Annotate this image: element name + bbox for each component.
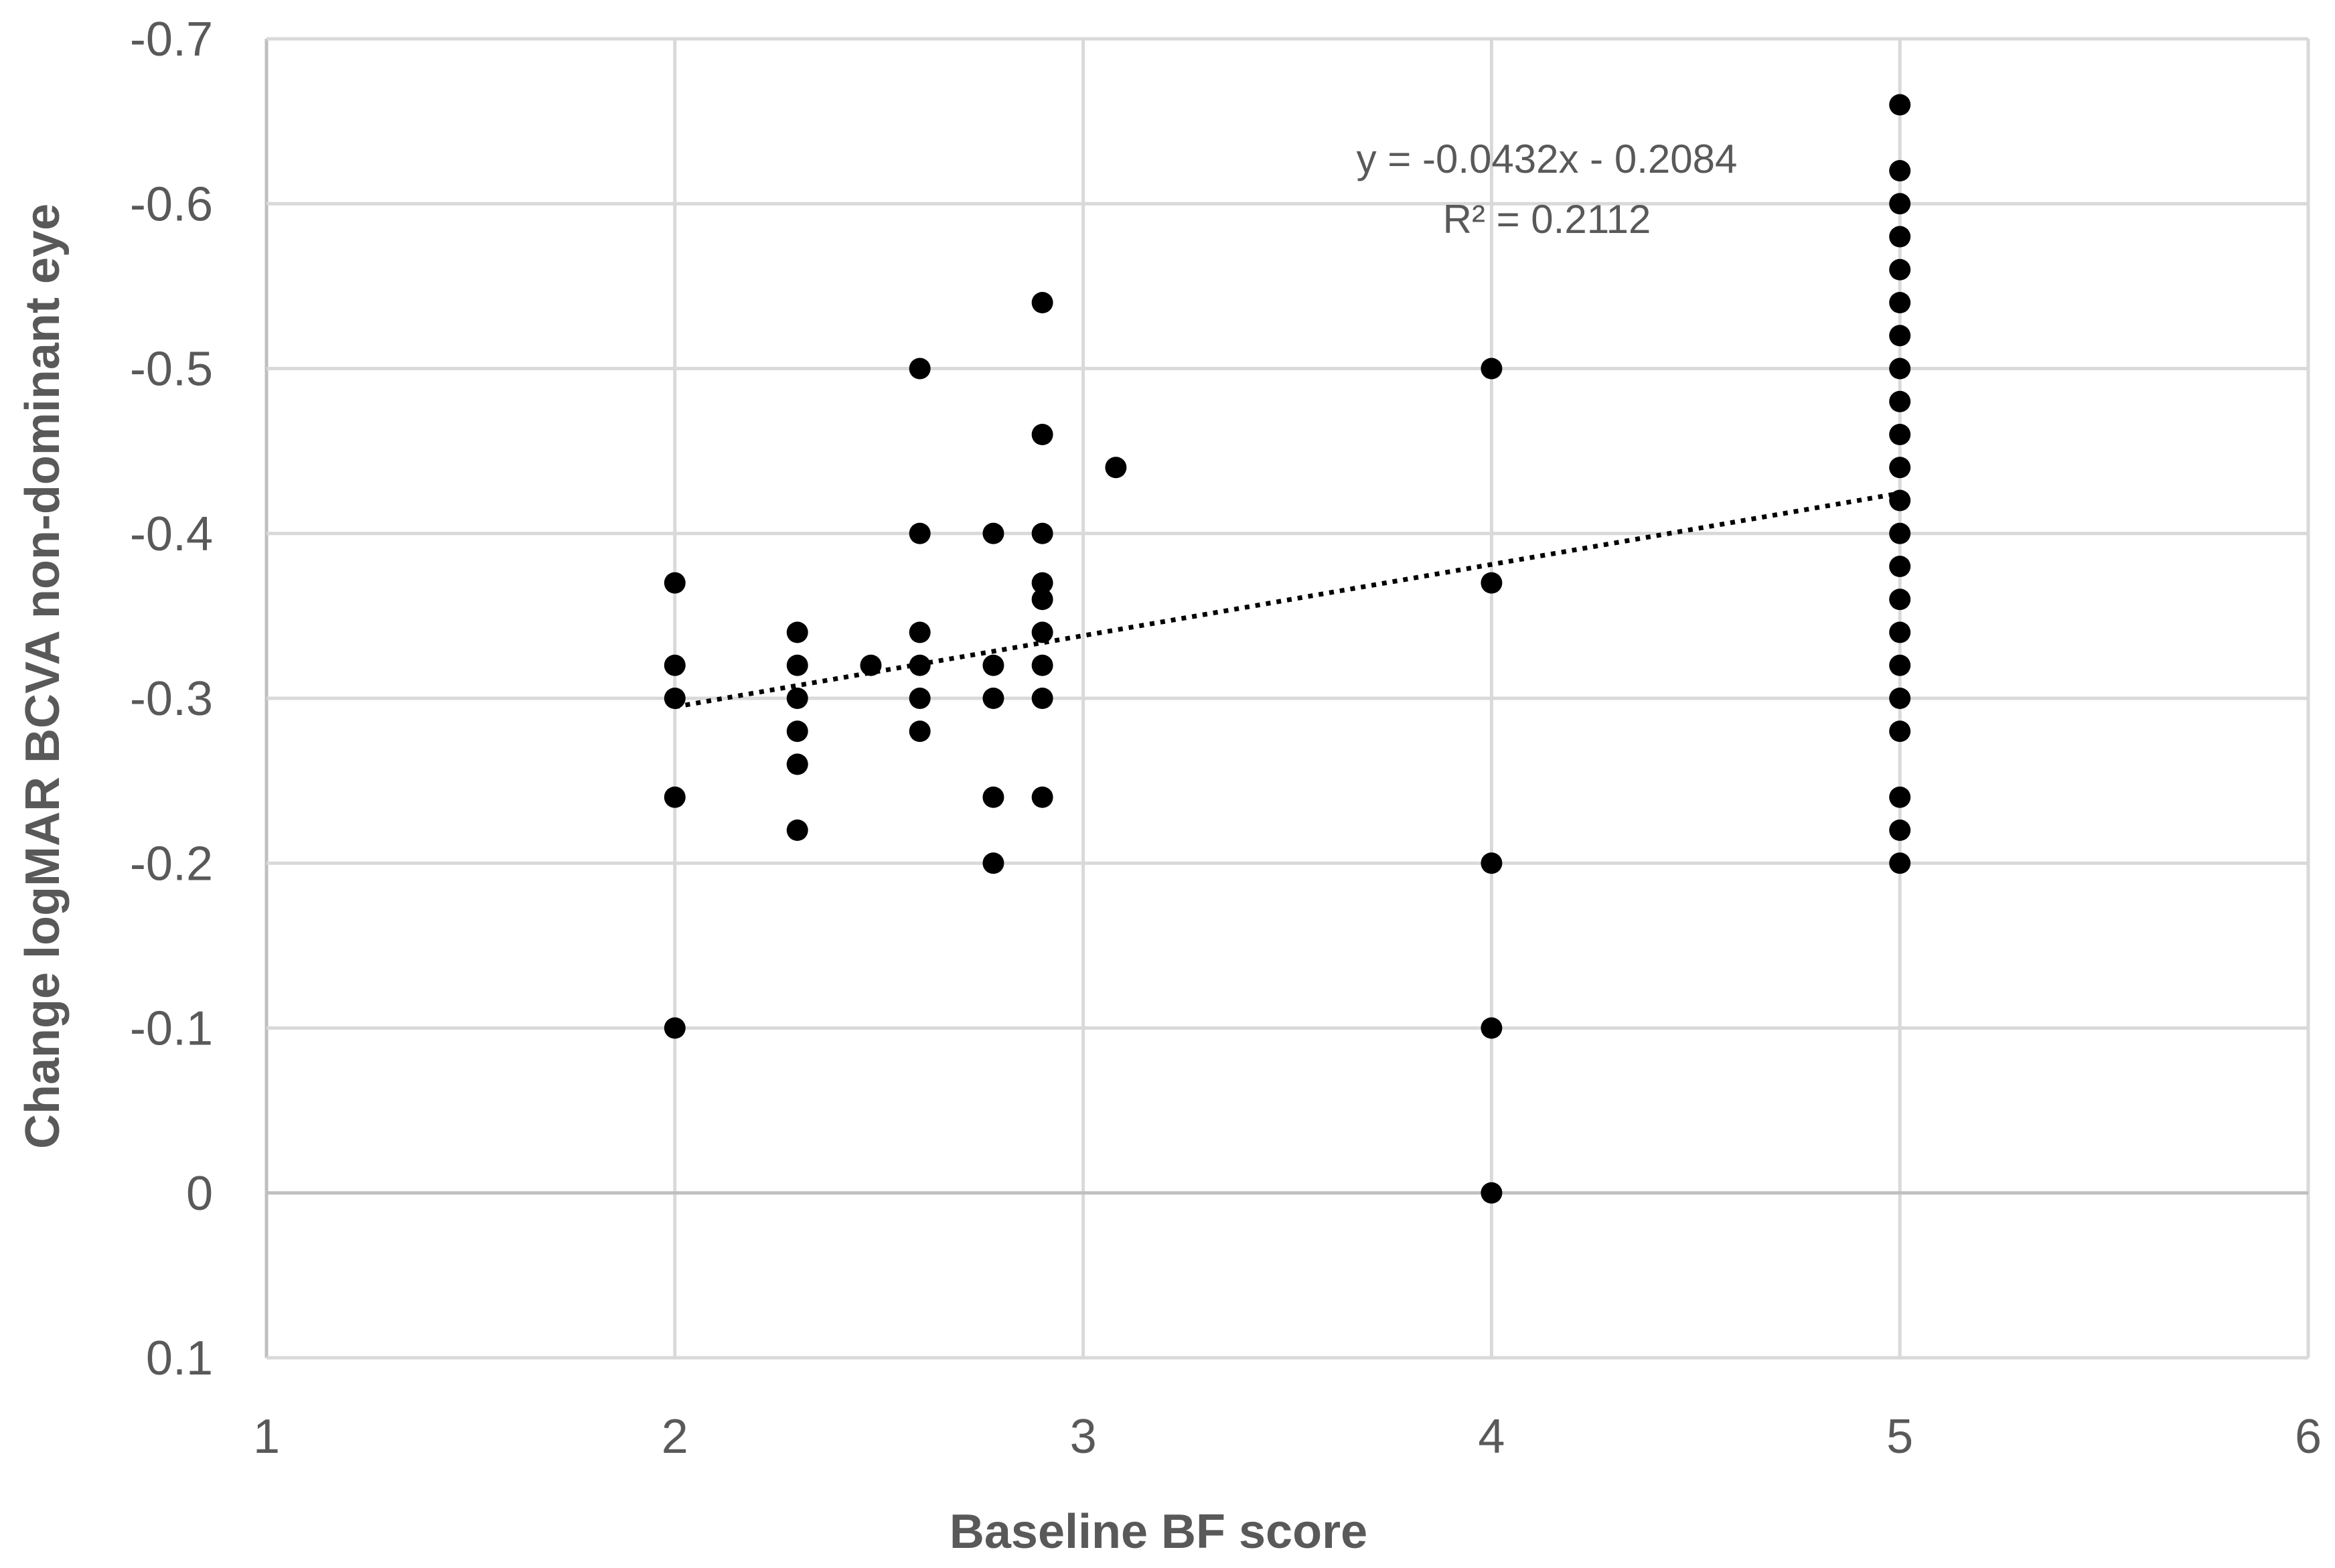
data-point [664, 1017, 686, 1039]
data-point [1481, 572, 1503, 594]
y-tick-label: -0.3 [130, 672, 213, 726]
data-point [1889, 522, 1911, 544]
data-point [786, 654, 808, 676]
data-point [664, 688, 686, 709]
data-point [1889, 556, 1911, 577]
data-point [982, 654, 1004, 676]
x-tick-label: 4 [1478, 1410, 1505, 1464]
data-point [1031, 621, 1053, 643]
x-axis-title: Baseline BF score [950, 1505, 1367, 1559]
data-point [1031, 688, 1053, 709]
data-point [1481, 1182, 1503, 1204]
data-point [1031, 572, 1053, 594]
data-point [982, 852, 1004, 874]
data-point [982, 688, 1004, 709]
data-point [786, 819, 808, 841]
y-tick-label: -0.7 [130, 13, 213, 66]
trendline [674, 491, 1900, 710]
data-point [1889, 621, 1911, 643]
data-point [664, 572, 686, 594]
x-tick-label: 5 [1886, 1410, 1913, 1464]
data-point [664, 786, 686, 808]
data-point [1031, 424, 1053, 445]
data-point [1889, 457, 1911, 479]
data-point [1889, 688, 1911, 709]
data-point [909, 358, 931, 380]
data-point [1481, 358, 1503, 380]
y-tick-label: 0 [186, 1167, 213, 1221]
data-point [1889, 193, 1911, 215]
y-tick-labels: -0.7 -0.6 -0.5 -0.4 -0.3 -0.2 -0.1 0 0.1 [130, 13, 213, 1385]
data-point [786, 621, 808, 643]
data-point [909, 654, 931, 676]
data-point [1889, 424, 1911, 445]
y-tick-label: 0.1 [146, 1332, 213, 1385]
x-tick-label: 1 [253, 1410, 280, 1464]
data-point [1031, 654, 1053, 676]
y-tick-label: -0.5 [130, 343, 213, 396]
data-point [982, 522, 1004, 544]
data-point [1889, 226, 1911, 248]
data-point [1031, 786, 1053, 808]
y-tick-label: -0.4 [130, 507, 213, 561]
data-point [1889, 489, 1911, 512]
data-point [1889, 819, 1911, 841]
trendline-group [674, 491, 1900, 710]
gridlines [265, 37, 2310, 1360]
data-point [1889, 292, 1911, 313]
data-point [1889, 589, 1911, 611]
data-point [1105, 457, 1127, 479]
data-point [909, 720, 931, 742]
trendline-equation: y = -0.0432x - 0.2084 [1357, 137, 1738, 181]
data-point [1889, 160, 1911, 181]
data-point [786, 753, 808, 775]
x-tick-label: 6 [2295, 1410, 2322, 1464]
data-point [786, 688, 808, 709]
data-point [1889, 94, 1911, 116]
data-point [1031, 522, 1053, 544]
data-point [982, 786, 1004, 808]
data-point [1889, 852, 1911, 874]
data-point [1481, 1017, 1503, 1039]
data-point [909, 522, 931, 544]
data-point [1889, 720, 1911, 742]
y-tick-label: -0.1 [130, 1002, 213, 1056]
data-point [909, 621, 931, 643]
trendline-r2: R² = 0.2112 [1443, 197, 1651, 242]
data-point [1889, 258, 1911, 281]
data-point [1889, 786, 1911, 808]
data-point [1031, 589, 1053, 611]
data-point [1889, 325, 1911, 347]
data-point [1889, 390, 1911, 412]
data-point [664, 654, 686, 676]
y-tick-label: -0.2 [130, 837, 213, 890]
y-axis-title: Change logMAR BCVA non-dominant eye [16, 204, 70, 1149]
data-point [1481, 852, 1503, 874]
x-tick-labels: 1 2 3 4 5 6 [253, 1410, 2322, 1464]
x-tick-label: 3 [1070, 1410, 1097, 1464]
data-point [860, 654, 882, 676]
data-point [1031, 292, 1053, 313]
data-point [1889, 358, 1911, 380]
y-tick-label: -0.6 [130, 177, 213, 231]
x-tick-label: 2 [662, 1410, 688, 1464]
data-point [909, 688, 931, 709]
data-point [786, 720, 808, 742]
data-points [664, 94, 1911, 1204]
data-point [1889, 654, 1911, 676]
